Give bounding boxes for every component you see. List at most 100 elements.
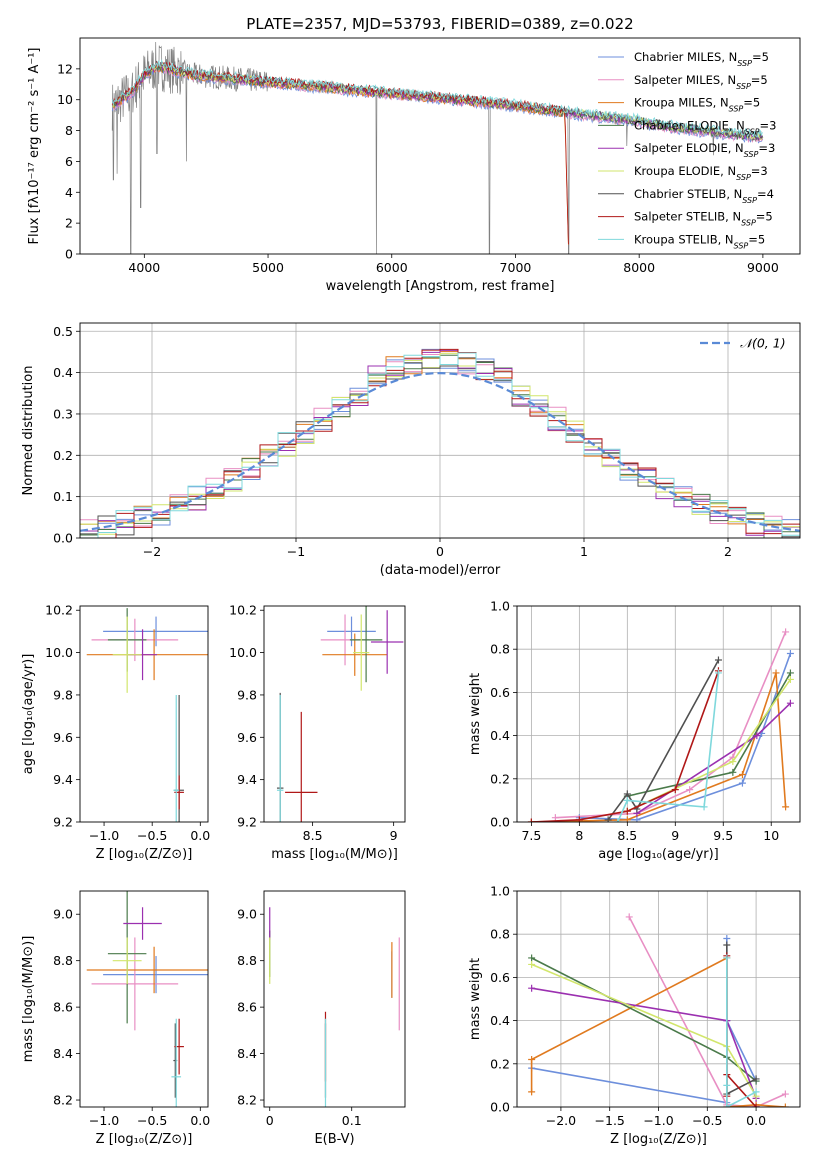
mass-vs-z-y-axis-label: mass [log₁₀(M/M⊙)] (21, 936, 36, 1063)
mass-weight-marker (782, 628, 790, 636)
mass-weight-marker (753, 732, 761, 740)
x-tick-label: 7000 (500, 260, 532, 275)
weight-vs-z-plot-area (528, 913, 789, 1107)
spectrum-plot-area (111, 41, 764, 254)
y-tick-label: 8.8 (53, 953, 73, 968)
mass-weight-marker (625, 913, 633, 921)
mass-weight-marker (614, 818, 622, 822)
legend-entry: 𝒩(0, 1) (740, 336, 786, 351)
y-tick-label: 10.0 (45, 645, 73, 660)
y-tick-label: 0.2 (53, 448, 73, 463)
error-bar-point (103, 956, 208, 994)
x-tick-label: 6000 (376, 260, 408, 275)
x-tick-label: −2.0 (546, 1113, 576, 1128)
y-tick-label: 8.2 (237, 1093, 257, 1108)
mass-weight-line (531, 938, 757, 1104)
weight-vs-age-frame (516, 605, 801, 823)
x-tick-label: 8.5 (617, 828, 637, 843)
mass-weight-marker (528, 1055, 536, 1063)
y-tick-label: 8.4 (53, 1046, 73, 1061)
y-tick-label: 9.4 (53, 772, 73, 787)
mass-vs-ebv-frame (263, 890, 406, 1108)
mass-weight-marker (633, 816, 641, 822)
y-tick-label: 8.2 (53, 1093, 73, 1108)
spectrum-y-axis-label: Flux [fλ10⁻¹⁷ erg cm⁻² s⁻¹ A⁻¹] (27, 48, 42, 245)
y-tick-label: 9.0 (53, 907, 73, 922)
y-tick-label: 0.4 (53, 365, 73, 380)
mass-vs-ebv-axes: 0 0.1 8.2 8.4 8.6 8.8 9.0 E(B-V) (237, 890, 406, 1147)
y-tick-label: 0.2 (490, 771, 510, 786)
mass-weight-marker (781, 1090, 789, 1098)
x-tick-label: −1.0 (89, 828, 119, 843)
y-tick-label: 0.8 (490, 642, 510, 657)
y-tick-label: 9.2 (53, 815, 73, 830)
weight-vs-age-x-axis-label: age [log₁₀(age/yr)] (598, 847, 719, 862)
mass-weight-line (579, 653, 792, 821)
x-tick-label: −1.0 (643, 1113, 673, 1128)
figure-title: PLATE=2357, MJD=53793, FIBERID=0389, z=0… (246, 15, 633, 33)
y-tick-label: 10.0 (229, 645, 257, 660)
mass-weight-marker (729, 768, 737, 776)
x-tick-label: −1.0 (89, 1113, 119, 1128)
mass-weight-marker (729, 758, 737, 766)
mass-weight-marker (623, 816, 631, 822)
legend-entry: Chabrier STELIB, NSSP=4 (634, 187, 774, 205)
x-tick-label: 9 (390, 828, 398, 843)
legend-entry: Chabrier MILES, NSSP=5 (634, 50, 769, 68)
age-vs-z-axes: −1.0 −0.5 0.0 9.2 9.4 9.6 9.8 10.0 10.2 Z [log₁₀(… (21, 603, 210, 862)
spectrum-axes: 4000 5000 6000 7000 8000 9000 0 2 4 6 8 10 12 wavelen… (27, 37, 801, 294)
mass-weight-marker (700, 803, 708, 811)
age-vs-z-x-axis-label: Z [log₁₀(Z/Z⊙)] (96, 847, 193, 862)
y-tick-label: 9.8 (237, 687, 257, 702)
mass-vs-ebv-plot-area (269, 907, 400, 1107)
error-bar-point (91, 937, 179, 1031)
mass-weight-marker (738, 770, 746, 778)
mass-weight-marker (786, 699, 794, 707)
y-tick-label: 9.6 (237, 730, 257, 745)
x-tick-label: 8.5 (303, 828, 323, 843)
x-tick-label: −0.5 (137, 828, 167, 843)
legend-entry: Salpeter STELIB, NSSP=5 (634, 210, 773, 228)
y-tick-label: 10 (57, 92, 73, 107)
x-tick-label: 2 (724, 544, 732, 559)
mass-weight-marker (723, 1103, 731, 1107)
y-tick-label: 8 (65, 123, 73, 138)
mass-weight-marker (786, 669, 794, 677)
mass-weight-marker (527, 818, 535, 822)
mass-weight-marker (551, 814, 559, 822)
x-tick-label: −1 (287, 544, 305, 559)
mass-weight-marker (786, 650, 794, 658)
x-tick-label: 9.5 (713, 828, 733, 843)
y-tick-label: 0.0 (490, 815, 510, 830)
y-tick-label: 6 (65, 154, 73, 169)
mass-weight-marker (738, 779, 746, 787)
error-bar-point (171, 1018, 182, 1107)
spectrum-frame (79, 37, 801, 255)
mass-weight-marker (752, 1103, 760, 1107)
mass-weight-marker (686, 786, 694, 794)
x-tick-label: 9000 (747, 260, 779, 275)
mass-weight-marker (723, 1081, 731, 1089)
gaussian-curve (80, 371, 800, 532)
mass-weight-marker (752, 1088, 760, 1096)
x-tick-label: −1.5 (595, 1113, 625, 1128)
age-vs-mass-axes: 8.5 9 9.2 9.4 9.6 9.8 10.0 10.2 mass [log₁₀(M/M⊙… (229, 603, 406, 862)
weight-vs-z-x-axis-label: Z [log₁₀(Z/Z⊙)] (610, 1132, 707, 1147)
mass-weight-marker (623, 790, 631, 798)
y-tick-label: 0.4 (490, 728, 510, 743)
y-tick-label: 0.6 (490, 970, 510, 985)
mass-weight-marker (528, 954, 536, 962)
age-vs-mass-frame (263, 605, 406, 823)
legend-entry: Salpeter MILES, NSSP=5 (634, 73, 768, 91)
y-tick-label: 10.2 (229, 603, 257, 618)
mass-weight-marker (723, 941, 731, 949)
mass-weight-marker (528, 1088, 536, 1096)
mass-weight-marker (781, 1103, 789, 1107)
error-bar-point (112, 616, 142, 693)
y-tick-label: 0.4 (490, 1013, 510, 1028)
age-vs-mass-plot-area (276, 606, 404, 822)
y-tick-label: 0.0 (53, 531, 73, 546)
mass-weight-marker (671, 786, 679, 794)
x-tick-label: 0.1 (342, 1113, 362, 1128)
mass-weight-line (531, 670, 720, 822)
